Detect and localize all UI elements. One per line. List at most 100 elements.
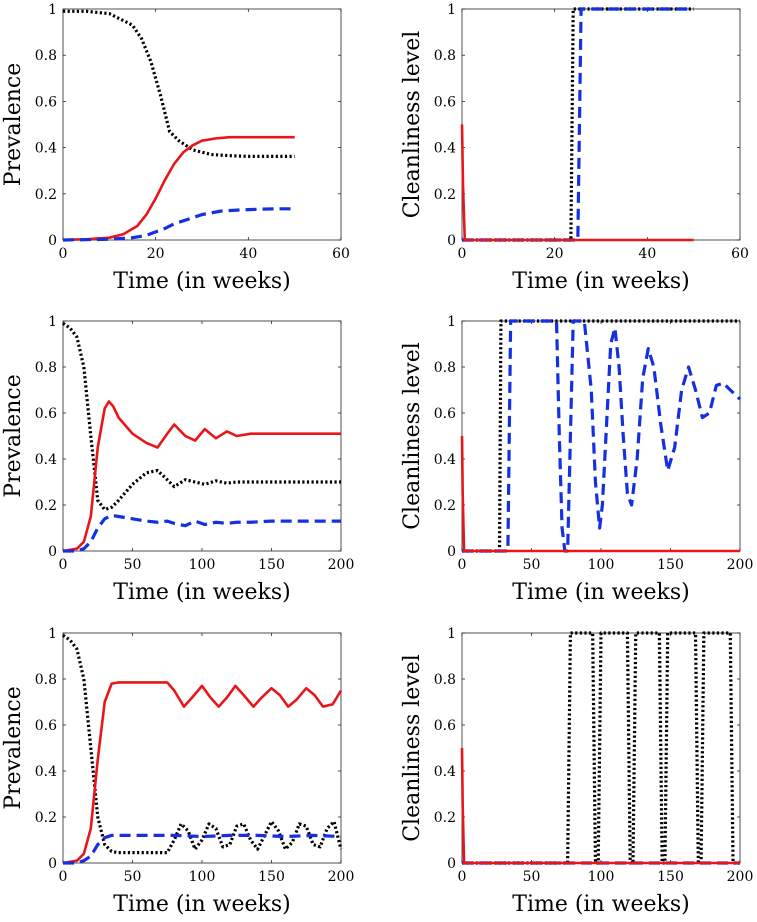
- x-tick-label: 100: [588, 869, 615, 885]
- y-tick-label: 0: [447, 856, 456, 872]
- y-tick-label: 0.8: [434, 360, 456, 376]
- x-tick-label: 40: [239, 246, 257, 262]
- y-tick-label: 0: [48, 544, 57, 560]
- series-line-black-dotted: [462, 319, 740, 553]
- x-tick-label: 150: [258, 557, 285, 573]
- series-line-red-solid: [62, 400, 341, 553]
- y-tick-label: 0.8: [35, 672, 57, 688]
- series-line-red-solid: [460, 124, 694, 242]
- y-tick-label: 0.4: [434, 452, 456, 468]
- x-tick-label: 50: [523, 869, 541, 885]
- y-tick-label: 0.4: [434, 141, 456, 157]
- series-line-red-solid: [460, 435, 740, 553]
- y-tick-label: 0.4: [35, 452, 57, 468]
- y-tick-label: 0.8: [434, 672, 456, 688]
- x-axis-label: Time (in weeks): [113, 892, 290, 917]
- x-axis-label: Time (in weeks): [113, 269, 290, 294]
- y-tick-label: 0.6: [434, 94, 456, 110]
- x-tick-label: 100: [588, 557, 615, 573]
- x-tick-label: 200: [328, 869, 355, 885]
- x-tick-label: 0: [458, 246, 467, 262]
- x-tick-label: 200: [328, 557, 355, 573]
- x-tick-label: 50: [523, 557, 541, 573]
- x-axis-label: Time (in weeks): [113, 580, 290, 605]
- series-line-red-solid: [62, 681, 343, 865]
- y-tick-label: 0.4: [434, 764, 456, 780]
- y-tick-label: 1: [48, 626, 57, 642]
- y-tick-label: 0.2: [434, 810, 456, 826]
- y-tick-label: 1: [447, 626, 456, 642]
- y-tick-label: 0: [48, 233, 57, 249]
- series-line-black-dotted: [462, 631, 740, 865]
- y-tick-label: 0.6: [35, 406, 57, 422]
- y-tick-label: 0.2: [434, 187, 456, 203]
- series-line-black-dotted: [462, 7, 694, 242]
- series-line-black-dotted: [62, 633, 343, 855]
- x-tick-label: 50: [124, 557, 142, 573]
- y-tick-label: 0.2: [35, 498, 57, 514]
- x-tick-label: 0: [59, 557, 68, 573]
- plot-frame: [62, 320, 342, 552]
- plot-frame: [461, 320, 741, 552]
- x-tick-label: 0: [458, 869, 467, 885]
- x-tick-label: 60: [731, 246, 749, 262]
- series-line-blue-dashed: [63, 513, 341, 553]
- y-tick-label: 0.8: [434, 48, 456, 64]
- x-tick-label: 150: [657, 869, 684, 885]
- x-tick-label: 0: [458, 557, 467, 573]
- chart-panel-5: 0 50 100 150 200 0 0.2 0.4 0.6 0.8 1 Time (in weeks…: [1, 626, 354, 917]
- y-tick-label: 0.4: [35, 764, 57, 780]
- y-tick-label: 1: [48, 314, 57, 330]
- y-tick-label: 1: [447, 2, 456, 18]
- x-tick-label: 150: [657, 557, 684, 573]
- x-tick-label: 50: [124, 869, 142, 885]
- y-tick-label: 0.6: [434, 718, 456, 734]
- y-tick-label: 0.2: [35, 187, 57, 203]
- y-tick-label: 0.2: [434, 498, 456, 514]
- y-axis-label: Prevalence: [1, 63, 26, 186]
- x-tick-label: 20: [546, 246, 564, 262]
- chart-panel-3: 0 50 100 150 200 0 0.2 0.4 0.6 0.8 1 Time (in weeks…: [1, 314, 354, 605]
- series-line-blue-dashed: [63, 833, 342, 865]
- x-tick-label: 200: [727, 557, 754, 573]
- x-axis-label: Time (in weeks): [512, 580, 689, 605]
- y-tick-label: 0.8: [35, 360, 57, 376]
- plot-frame: [62, 632, 342, 864]
- chart-panel-6: 0 50 100 150 200 0 0.2 0.4 0.6 0.8 1 Time (in weeks…: [400, 626, 753, 917]
- y-axis-label: Prevalence: [1, 686, 26, 809]
- y-axis-label: Cleanliness level: [400, 31, 425, 219]
- x-axis-label: Time (in weeks): [512, 269, 689, 294]
- series-line-blue-dashed: [462, 319, 742, 553]
- y-tick-label: 0.4: [35, 141, 57, 157]
- y-tick-label: 0: [48, 856, 57, 872]
- y-tick-label: 0: [447, 544, 456, 560]
- x-tick-label: 200: [727, 869, 754, 885]
- series-line-red-solid: [460, 747, 740, 865]
- y-tick-label: 0.6: [35, 94, 57, 110]
- x-tick-label: 0: [59, 246, 68, 262]
- x-axis-label: Time (in weeks): [512, 892, 689, 917]
- series-line-blue-dashed: [62, 207, 295, 242]
- y-tick-label: 0.6: [434, 406, 456, 422]
- y-tick-label: 0.2: [35, 810, 57, 826]
- chart-panel-1: 0 20 40 60 0 0.2 0.4 0.6 0.8 1 Time (in weeks) Prev…: [1, 2, 350, 294]
- y-axis-label: Cleanliness level: [400, 342, 425, 530]
- plot-frame: [62, 8, 342, 241]
- chart-panel-2: 0 20 40 60 0 0.2 0.4 0.6 0.8 1 Time (in weeks) Clea…: [400, 2, 749, 294]
- series-line-black-dotted: [62, 321, 341, 512]
- x-tick-label: 20: [147, 246, 165, 262]
- plot-frame: [461, 8, 741, 241]
- y-axis-label: Cleanliness level: [400, 654, 425, 842]
- series-line-black-dotted: [63, 9, 295, 158]
- y-tick-label: 0.8: [35, 48, 57, 64]
- y-tick-label: 1: [447, 314, 456, 330]
- y-tick-label: 0.6: [35, 718, 57, 734]
- series-line-red-solid: [62, 135, 295, 242]
- y-tick-label: 0: [447, 233, 456, 249]
- x-tick-label: 0: [59, 869, 68, 885]
- x-tick-label: 100: [189, 557, 216, 573]
- series-line-blue-dashed: [462, 7, 694, 242]
- y-tick-label: 1: [48, 2, 57, 18]
- x-tick-label: 60: [332, 246, 350, 262]
